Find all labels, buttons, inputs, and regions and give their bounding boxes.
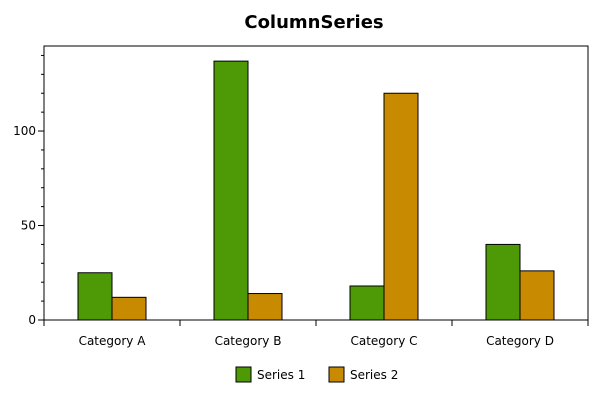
x-tick-label: Category B xyxy=(215,334,282,348)
bars-group xyxy=(77,60,555,321)
bar-series-2-category-d xyxy=(519,270,555,321)
y-axis: 0 50 100 xyxy=(13,54,44,327)
bar-series-1-category-b xyxy=(213,60,249,321)
legend-swatch xyxy=(328,366,345,383)
legend: Series 1 Series 2 xyxy=(235,366,398,383)
bar-series-2-category-b xyxy=(247,293,283,321)
legend-label: Series 2 xyxy=(350,368,398,382)
bar-series-2-category-a xyxy=(111,296,147,321)
x-tick-label: Category D xyxy=(486,334,554,348)
x-tick-label: Category C xyxy=(350,334,417,348)
x-axis: Category A Category B Category C Category D xyxy=(43,320,589,348)
bar-series-1-category-c xyxy=(349,285,385,321)
chart-title: ColumnSeries xyxy=(244,12,383,33)
y-tick-label: 50 xyxy=(21,219,36,233)
bar-series-2-category-c xyxy=(383,92,419,321)
y-tick-label: 0 xyxy=(28,313,36,327)
legend-label: Series 1 xyxy=(257,368,305,382)
x-tick-label: Category A xyxy=(79,334,147,348)
y-tick-label: 100 xyxy=(13,124,36,138)
bar-series-1-category-d xyxy=(485,243,521,321)
bar-series-1-category-a xyxy=(77,272,113,321)
legend-swatch xyxy=(235,366,252,383)
